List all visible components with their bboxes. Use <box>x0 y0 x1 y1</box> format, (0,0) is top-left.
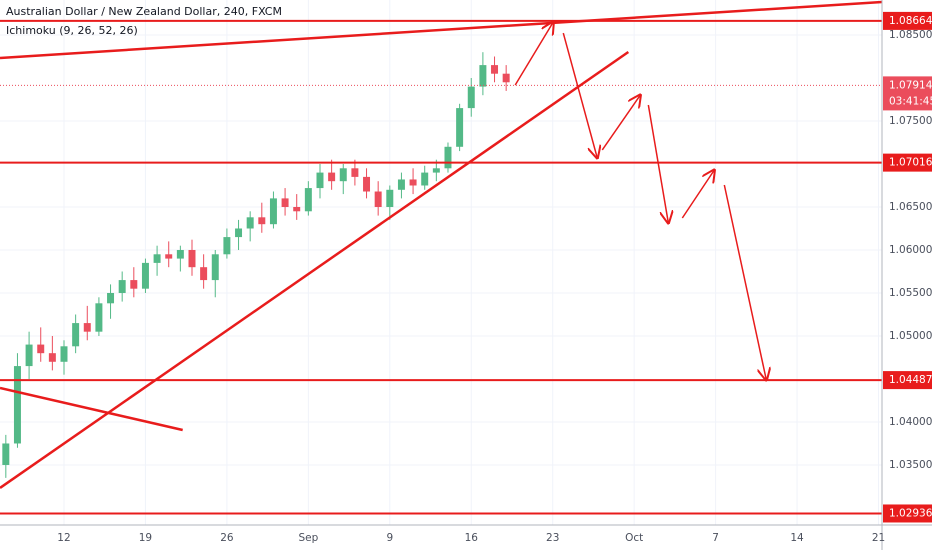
level-label: 1.07016 <box>889 157 932 169</box>
candle-body <box>95 303 103 332</box>
arrow <box>681 170 714 219</box>
candle-body <box>48 353 56 362</box>
candle-body <box>339 168 347 182</box>
x-tick-label: 26 <box>220 532 234 544</box>
candle-body <box>269 198 277 225</box>
candle-body <box>211 254 219 281</box>
x-tick-label: 7 <box>712 532 719 544</box>
candle-body <box>421 172 429 186</box>
candle-body <box>304 188 312 212</box>
candle-body <box>165 254 173 259</box>
candle-body <box>141 262 149 289</box>
level-label: 1.04487 <box>889 374 932 386</box>
x-tick-label: Sep <box>298 532 318 544</box>
candle-body <box>153 254 161 263</box>
candle-body <box>25 344 33 367</box>
candle-body <box>444 146 452 169</box>
candle-body <box>502 73 510 83</box>
candle-body <box>188 249 196 268</box>
candle-body <box>118 280 126 293</box>
x-tick-label: 23 <box>546 532 559 544</box>
level-label: 1.02936 <box>889 507 932 519</box>
arrow <box>562 32 597 158</box>
candle-body <box>223 237 231 255</box>
y-tick-label: 1.08500 <box>889 29 932 41</box>
y-tick-label: 1.07500 <box>889 115 932 127</box>
candle-body <box>479 65 487 87</box>
candle-body <box>491 65 499 74</box>
level-label-box <box>883 371 932 390</box>
candle-body <box>176 249 184 259</box>
x-tick-label: 21 <box>872 532 885 544</box>
level-label-box <box>883 504 932 523</box>
arrow <box>601 95 640 151</box>
candle-body <box>13 366 21 444</box>
candle-body <box>328 172 336 182</box>
candle-body <box>37 344 45 354</box>
y-tick-label: 1.06500 <box>889 201 932 213</box>
candle-body <box>374 191 382 207</box>
candle-body <box>293 206 301 212</box>
x-tick-label: 16 <box>465 532 479 544</box>
trend-line <box>0 386 183 432</box>
level-label-box <box>883 153 932 172</box>
trend-line <box>0 0 883 60</box>
candle-body <box>83 323 91 332</box>
x-tick-label: Oct <box>625 532 643 544</box>
candle-body <box>363 176 371 192</box>
x-tick-label: 19 <box>139 532 152 544</box>
trend-line <box>0 50 630 489</box>
arrow <box>647 104 668 223</box>
candle-body <box>432 168 440 173</box>
candle-body <box>351 168 359 177</box>
arrow <box>514 22 553 86</box>
candle-body <box>316 172 324 189</box>
candle-body <box>258 217 266 225</box>
countdown: 03:41:45 <box>889 95 932 107</box>
candle-body <box>397 179 405 190</box>
candle-body <box>386 189 394 207</box>
candle-body <box>200 267 208 281</box>
candle-body <box>409 179 417 186</box>
candle-body <box>456 108 464 147</box>
last-price-label: 1.07914 <box>889 79 932 91</box>
candle-body <box>107 292 115 304</box>
candle-body <box>2 443 10 465</box>
last-price-box <box>883 76 932 111</box>
level-label: 1.08664 <box>889 15 932 27</box>
candle-body <box>246 217 254 229</box>
chart-title: Australian Dollar / New Zealand Dollar, … <box>6 5 282 18</box>
y-tick-label: 1.06000 <box>889 244 932 256</box>
y-tick-label: 1.04000 <box>889 416 932 428</box>
x-tick-label: 14 <box>790 532 804 544</box>
level-label-box <box>883 11 932 30</box>
indicator-label: Ichimoku (9, 26, 52, 26) <box>6 24 138 37</box>
y-tick-label: 1.05500 <box>889 287 932 299</box>
y-tick-label: 1.05000 <box>889 330 932 342</box>
candle-body <box>130 280 138 289</box>
candle-body <box>467 86 475 109</box>
x-tick-label: 12 <box>57 532 70 544</box>
candle-body <box>235 228 243 238</box>
arrow <box>723 184 766 380</box>
candle-body <box>60 346 68 362</box>
candle-body <box>281 198 289 207</box>
candle-body <box>72 323 80 347</box>
y-tick-label: 1.03500 <box>889 459 932 471</box>
x-tick-label: 9 <box>386 532 393 544</box>
